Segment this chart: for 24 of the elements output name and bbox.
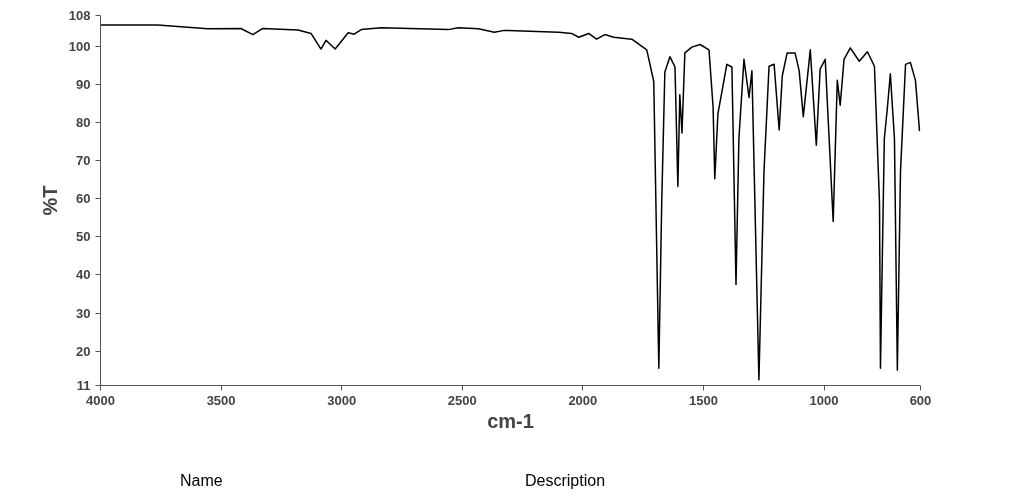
y-tick-label: 80 [76, 114, 91, 130]
text: Name [180, 471, 223, 491]
x-tick-label: 3500 [206, 392, 236, 408]
y-tick-label: 100 [68, 38, 91, 54]
y-tick-label: 90 [76, 76, 91, 92]
y-tick-label: 20 [76, 343, 91, 359]
x-tick-label: 600 [909, 392, 932, 408]
x-tick-label: 1000 [809, 392, 839, 408]
x-tick-label: 2500 [447, 392, 477, 408]
y-tick-label: 50 [76, 229, 91, 245]
x-axis-title: cm-1 [487, 409, 534, 432]
text: Description [525, 471, 606, 491]
x-tick-label: 1500 [688, 392, 718, 408]
y-tick-label: 30 [76, 305, 91, 321]
y-axis-title: %T [38, 185, 61, 216]
x-tick-label: 4000 [86, 392, 115, 408]
line-series [100, 24, 921, 381]
y-tick-label: 40 [76, 267, 91, 283]
y-tick-label: 70 [76, 152, 91, 168]
y-tick-label: 11 [76, 378, 91, 393]
x-tick-label: 2000 [568, 392, 598, 408]
x-tick-label: 3000 [327, 392, 357, 408]
y-tick-label: 60 [76, 191, 91, 207]
y-tick-label: 108 [68, 8, 91, 23]
